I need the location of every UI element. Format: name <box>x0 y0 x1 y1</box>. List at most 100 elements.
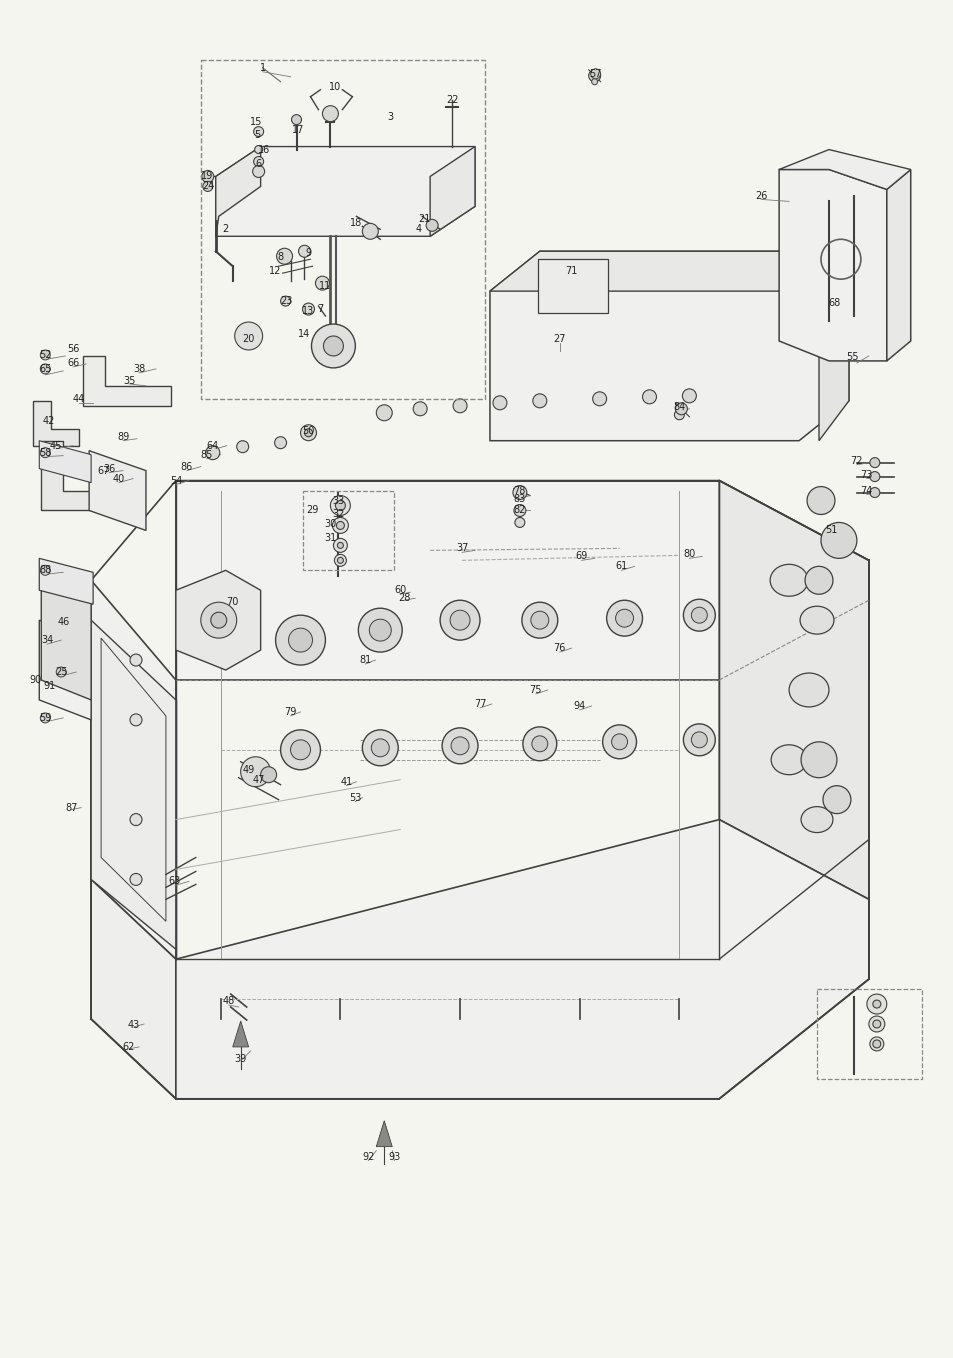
Circle shape <box>872 999 880 1008</box>
Circle shape <box>206 445 219 459</box>
Text: 25: 25 <box>55 667 68 678</box>
Circle shape <box>288 629 313 652</box>
Text: 57: 57 <box>589 69 601 79</box>
Circle shape <box>56 667 66 678</box>
Text: 1: 1 <box>259 62 265 73</box>
Circle shape <box>426 220 437 231</box>
Circle shape <box>869 458 879 467</box>
Text: 85: 85 <box>200 449 213 459</box>
Text: 65: 65 <box>39 364 51 373</box>
Circle shape <box>413 402 427 416</box>
Circle shape <box>275 615 325 665</box>
Text: 5: 5 <box>254 129 260 140</box>
Circle shape <box>375 405 392 421</box>
Circle shape <box>234 322 262 350</box>
Text: 59: 59 <box>39 713 51 722</box>
Text: 84: 84 <box>673 402 685 411</box>
Circle shape <box>280 296 291 306</box>
Text: 47: 47 <box>253 774 265 785</box>
Circle shape <box>514 505 525 516</box>
Text: 48: 48 <box>222 995 234 1006</box>
Text: 74: 74 <box>860 486 872 496</box>
Circle shape <box>298 246 310 257</box>
Text: 37: 37 <box>456 543 468 553</box>
Text: 86: 86 <box>180 462 193 471</box>
Text: 87: 87 <box>65 803 77 812</box>
Text: 11: 11 <box>319 281 332 291</box>
Circle shape <box>236 441 249 452</box>
Circle shape <box>450 610 470 630</box>
Circle shape <box>371 739 389 756</box>
Circle shape <box>276 249 293 265</box>
Text: 4: 4 <box>415 224 421 235</box>
Circle shape <box>872 1040 880 1048</box>
Text: 8: 8 <box>277 253 283 262</box>
Text: 13: 13 <box>302 306 314 316</box>
Text: 35: 35 <box>123 376 135 386</box>
Polygon shape <box>886 170 910 361</box>
Polygon shape <box>91 580 175 959</box>
Ellipse shape <box>769 565 807 596</box>
Text: 19: 19 <box>200 171 213 182</box>
Text: 50: 50 <box>302 425 314 436</box>
Circle shape <box>439 600 479 640</box>
Text: 66: 66 <box>67 359 79 368</box>
Text: 23: 23 <box>280 296 293 306</box>
Circle shape <box>592 392 606 406</box>
Circle shape <box>280 729 320 770</box>
Circle shape <box>682 599 715 631</box>
Text: 2: 2 <box>222 224 229 235</box>
Circle shape <box>40 350 51 360</box>
Polygon shape <box>175 820 868 1099</box>
Polygon shape <box>490 251 848 291</box>
Circle shape <box>821 523 856 558</box>
Circle shape <box>681 388 696 403</box>
Circle shape <box>606 600 641 636</box>
Circle shape <box>362 223 378 239</box>
Circle shape <box>513 486 526 500</box>
Polygon shape <box>490 251 848 441</box>
Text: 14: 14 <box>298 329 311 340</box>
Text: 10: 10 <box>329 81 341 92</box>
Text: 92: 92 <box>362 1152 375 1161</box>
Text: 75: 75 <box>529 684 541 695</box>
Circle shape <box>358 608 402 652</box>
Polygon shape <box>91 880 175 1099</box>
Circle shape <box>40 364 51 373</box>
Text: 67: 67 <box>97 466 110 475</box>
Circle shape <box>302 303 314 315</box>
Circle shape <box>590 69 600 79</box>
Text: 55: 55 <box>845 352 859 363</box>
Text: 80: 80 <box>682 550 695 559</box>
Circle shape <box>806 486 834 515</box>
Text: 69: 69 <box>575 551 587 561</box>
Circle shape <box>804 566 832 595</box>
Circle shape <box>40 448 51 458</box>
Text: 7: 7 <box>317 304 323 314</box>
Polygon shape <box>375 1120 392 1146</box>
Text: 94: 94 <box>573 701 585 712</box>
Polygon shape <box>215 147 475 236</box>
Ellipse shape <box>801 807 832 832</box>
Text: 6: 6 <box>255 159 261 168</box>
Text: 46: 46 <box>57 617 70 627</box>
Polygon shape <box>818 251 848 441</box>
Text: 17: 17 <box>292 125 304 134</box>
Circle shape <box>332 517 348 534</box>
Text: 60: 60 <box>394 585 406 595</box>
Text: 15: 15 <box>249 117 261 126</box>
Circle shape <box>591 79 597 84</box>
Polygon shape <box>91 621 175 949</box>
Polygon shape <box>719 481 868 899</box>
Circle shape <box>130 655 142 665</box>
Circle shape <box>130 714 142 727</box>
Polygon shape <box>41 441 93 511</box>
Circle shape <box>675 403 687 414</box>
Text: 72: 72 <box>850 456 862 466</box>
Text: 82: 82 <box>513 505 525 516</box>
Text: 18: 18 <box>350 219 362 228</box>
Text: 26: 26 <box>754 191 766 201</box>
Text: 44: 44 <box>73 394 85 403</box>
Text: 79: 79 <box>284 708 296 717</box>
Text: 64: 64 <box>207 441 218 451</box>
